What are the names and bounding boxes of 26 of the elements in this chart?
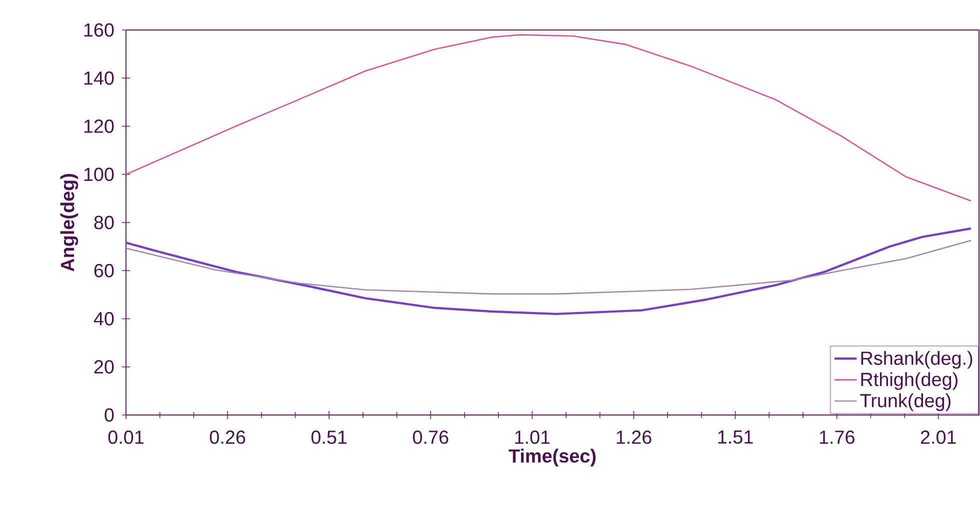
y-tick-label: 160 bbox=[84, 23, 114, 37]
y-tick-label: 0 bbox=[104, 408, 114, 422]
y-tick-label: 40 bbox=[94, 312, 114, 326]
legend-label: Trunk(deg) bbox=[860, 393, 950, 412]
line-series bbox=[126, 227, 972, 316]
y-tick-label: 80 bbox=[94, 216, 114, 230]
y-tick-label: 120 bbox=[84, 120, 114, 133]
legend-label: Rthigh(deg) bbox=[861, 372, 958, 390]
x-tick-label: 0.01 bbox=[108, 430, 144, 444]
x-axis-title: Time(sec) bbox=[508, 448, 596, 466]
y-axis-title: Angle(deg) bbox=[60, 174, 78, 272]
y-tick-label: 20 bbox=[94, 360, 114, 374]
x-tick-label: 0.76 bbox=[412, 430, 448, 444]
x-tick-label: 1.26 bbox=[616, 430, 652, 444]
y-tick-label: 100 bbox=[84, 168, 114, 182]
line-series bbox=[126, 240, 972, 295]
x-tick-label: 1.51 bbox=[718, 430, 753, 444]
y-tick-label: 140 bbox=[84, 71, 114, 85]
x-tick-label: 0.51 bbox=[311, 430, 347, 444]
legend-label: Rshank(deg.) bbox=[861, 351, 972, 369]
x-tick-label: 0.26 bbox=[210, 430, 246, 444]
x-tick-label: 1.01 bbox=[515, 430, 550, 444]
y-tick-label: 60 bbox=[94, 264, 114, 278]
x-tick-label: 2.01 bbox=[920, 430, 956, 444]
x-tick-label: 1.76 bbox=[820, 430, 854, 444]
line-series bbox=[126, 34, 972, 202]
